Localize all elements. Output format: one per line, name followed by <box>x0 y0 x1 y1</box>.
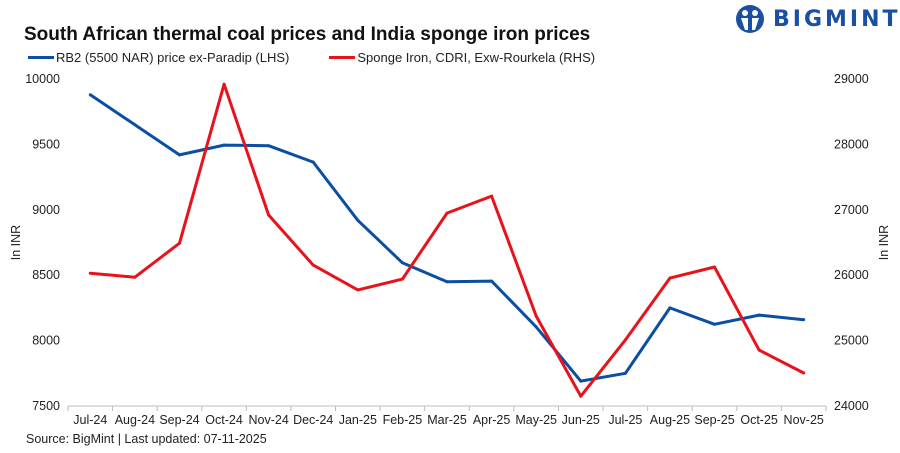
legend-label: Sponge Iron, CDRI, Exw-Rourkela (RHS) <box>357 50 596 65</box>
data-point <box>713 322 717 326</box>
data-point <box>534 325 538 329</box>
data-point <box>88 271 92 275</box>
x-tick-label: Nov-25 <box>784 413 824 427</box>
data-point <box>757 313 761 317</box>
x-tick-label: Jul-24 <box>73 413 107 427</box>
x-tick-label: Oct-24 <box>205 413 243 427</box>
y-right-tick-label: 28000 <box>834 137 869 151</box>
y-left-tick-label: 9000 <box>32 203 60 217</box>
source-note: Source: BigMint | Last updated: 07-11-20… <box>26 432 267 446</box>
data-point <box>177 241 181 245</box>
data-point <box>356 218 360 222</box>
data-point <box>668 306 672 310</box>
y-left-tick-label: 9500 <box>32 137 60 151</box>
x-tick-label: Dec-24 <box>293 413 333 427</box>
x-tick-label: Aug-25 <box>650 413 690 427</box>
y-left-tick-label: 8000 <box>32 334 60 348</box>
y-right-axis-label: In INR <box>877 225 891 260</box>
data-point <box>579 394 583 398</box>
data-point <box>623 371 627 375</box>
x-tick-label: Jun-25 <box>562 413 600 427</box>
data-point <box>222 82 226 86</box>
x-tick-label: Aug-24 <box>115 413 155 427</box>
data-point <box>490 194 494 198</box>
legend-item-sponge-iron: Sponge Iron, CDRI, Exw-Rourkela (RHS) <box>329 50 595 65</box>
legend-swatch <box>28 56 54 59</box>
data-point <box>668 276 672 280</box>
data-point <box>579 379 583 383</box>
data-point <box>490 279 494 283</box>
x-tick-label: Sep-25 <box>694 413 734 427</box>
y-left-axis-label: In INR <box>9 225 23 260</box>
data-point <box>757 348 761 352</box>
data-point <box>133 275 137 279</box>
data-point <box>534 314 538 318</box>
data-point <box>802 371 806 375</box>
data-point <box>267 213 271 217</box>
legend-label: RB2 (5500 NAR) price ex-Paradip (LHS) <box>56 50 290 65</box>
y-left-tick-label: 7500 <box>32 399 60 413</box>
data-point <box>177 153 181 157</box>
data-point <box>802 318 806 322</box>
bigmint-logo: BIGMINT <box>735 4 900 34</box>
series-line-rb2 <box>89 93 804 383</box>
bigmint-logo-icon <box>736 5 764 33</box>
data-point <box>267 144 271 148</box>
y-right-tick-label: 29000 <box>834 72 869 86</box>
x-tick-label: May-25 <box>515 413 557 427</box>
data-point <box>400 261 404 265</box>
data-point <box>713 265 717 269</box>
x-tick-label: Feb-25 <box>383 413 423 427</box>
x-tick-label: Oct-25 <box>740 413 778 427</box>
y-right-tick-label: 26000 <box>834 268 869 282</box>
series-line-sponge-iron <box>90 82 805 398</box>
data-point <box>311 263 315 267</box>
data-point <box>88 93 92 97</box>
data-point <box>356 288 360 292</box>
y-left-tick-label: 8500 <box>32 268 60 282</box>
legend-swatch <box>329 56 356 59</box>
data-point <box>400 277 404 281</box>
x-tick-label: Sep-24 <box>159 413 199 427</box>
data-point <box>222 143 226 147</box>
legend-item-rb2: RB2 (5500 NAR) price ex-Paradip (LHS) <box>28 50 289 65</box>
x-tick-label: Mar-25 <box>427 413 467 427</box>
y-right-tick-label: 27000 <box>834 203 869 217</box>
data-point <box>133 123 137 127</box>
y-right-tick-label: 24000 <box>834 399 869 413</box>
x-tick-label: Jan-25 <box>339 413 377 427</box>
y-right-tick-label: 25000 <box>834 334 869 348</box>
data-point <box>445 211 449 215</box>
legend: RB2 (5500 NAR) price ex-Paradip (LHS) Sp… <box>28 50 595 65</box>
x-tick-label: Nov-24 <box>248 413 288 427</box>
logo-text: BIGMINT <box>773 6 900 32</box>
y-left-tick-label: 10000 <box>25 72 60 86</box>
data-point <box>623 338 627 342</box>
data-point <box>311 160 315 164</box>
x-tick-label: Jul-25 <box>608 413 642 427</box>
x-tick-label: Apr-25 <box>473 413 511 427</box>
chart-title: South African thermal coal prices and In… <box>24 24 591 45</box>
data-point <box>445 280 449 284</box>
